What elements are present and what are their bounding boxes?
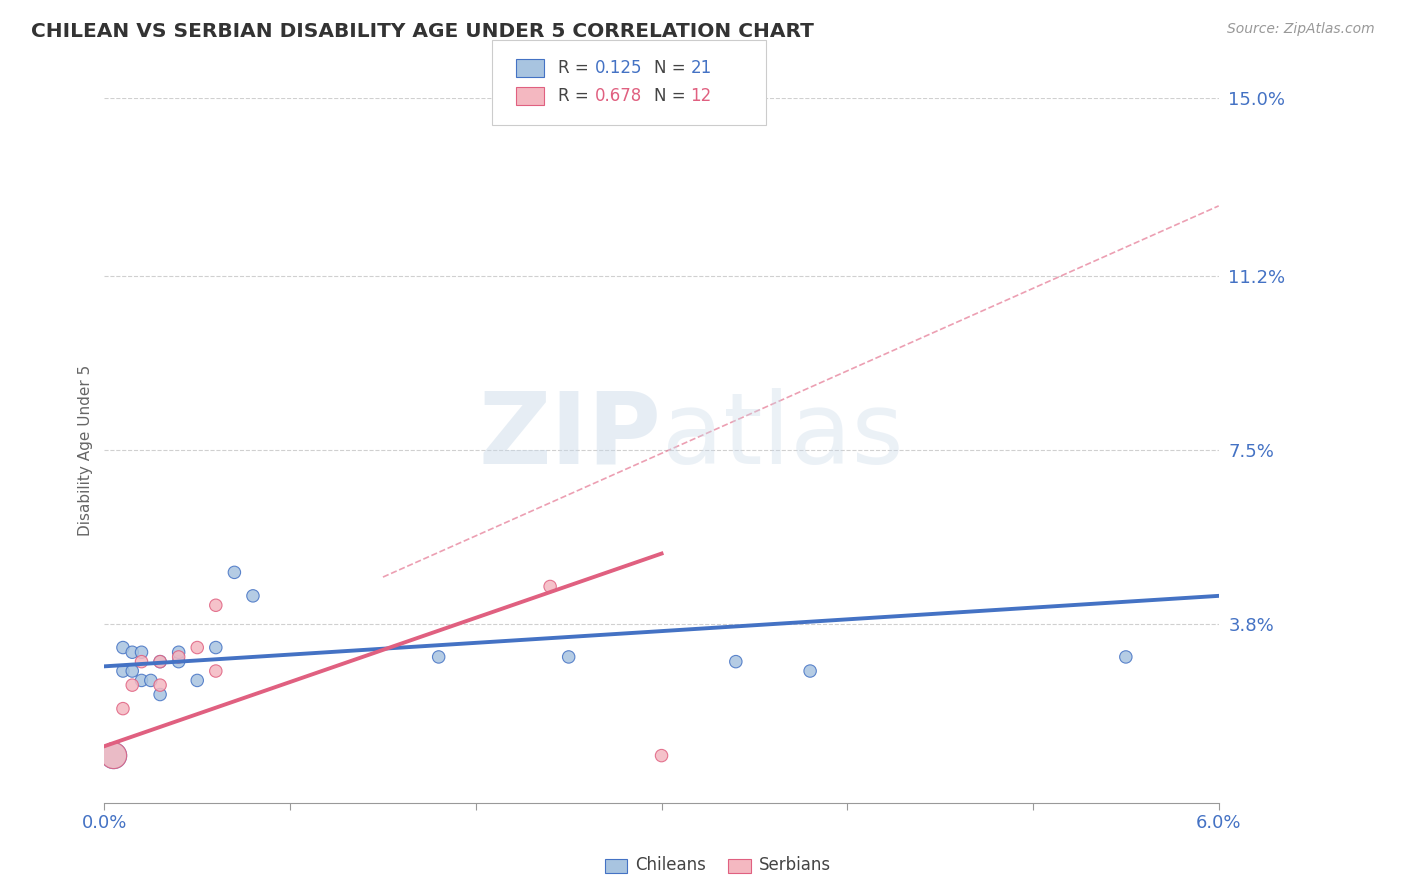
Point [224, 566, 246, 580]
Text: R =: R = [558, 59, 595, 77]
Point [538, 579, 561, 593]
Point [111, 701, 134, 715]
Point [651, 748, 673, 763]
Point [121, 664, 143, 678]
Point [167, 645, 190, 659]
Point [149, 655, 172, 669]
Text: 0.125: 0.125 [595, 59, 643, 77]
Point [204, 599, 226, 613]
Point [131, 645, 153, 659]
Point [111, 664, 134, 678]
Point [139, 673, 162, 688]
Text: Chileans: Chileans [636, 856, 706, 874]
Point [186, 640, 208, 655]
Text: 0.678: 0.678 [595, 87, 643, 105]
Point [131, 655, 153, 669]
Point [724, 655, 747, 669]
Point [111, 640, 134, 655]
Text: ZIP: ZIP [478, 388, 662, 484]
Point [204, 664, 226, 678]
Text: atlas: atlas [662, 388, 903, 484]
Point [242, 589, 264, 603]
Point [167, 649, 190, 664]
Point [799, 664, 821, 678]
Point [1115, 649, 1137, 664]
Text: N =: N = [654, 59, 690, 77]
Point [204, 640, 226, 655]
Text: R =: R = [558, 87, 595, 105]
Point [186, 673, 208, 688]
Text: CHILEAN VS SERBIAN DISABILITY AGE UNDER 5 CORRELATION CHART: CHILEAN VS SERBIAN DISABILITY AGE UNDER … [31, 22, 814, 41]
Point [121, 645, 143, 659]
Point [427, 649, 450, 664]
Y-axis label: Disability Age Under 5: Disability Age Under 5 [79, 365, 93, 536]
Point [167, 655, 190, 669]
Text: Serbians: Serbians [759, 856, 831, 874]
Point [131, 673, 153, 688]
Point [557, 649, 579, 664]
Text: 12: 12 [690, 87, 711, 105]
Point [103, 748, 125, 763]
Point [121, 678, 143, 692]
Text: N =: N = [654, 87, 690, 105]
Point [103, 748, 125, 763]
Point [149, 688, 172, 702]
Text: 21: 21 [690, 59, 711, 77]
Point [149, 678, 172, 692]
Text: Source: ZipAtlas.com: Source: ZipAtlas.com [1227, 22, 1375, 37]
Point [149, 655, 172, 669]
